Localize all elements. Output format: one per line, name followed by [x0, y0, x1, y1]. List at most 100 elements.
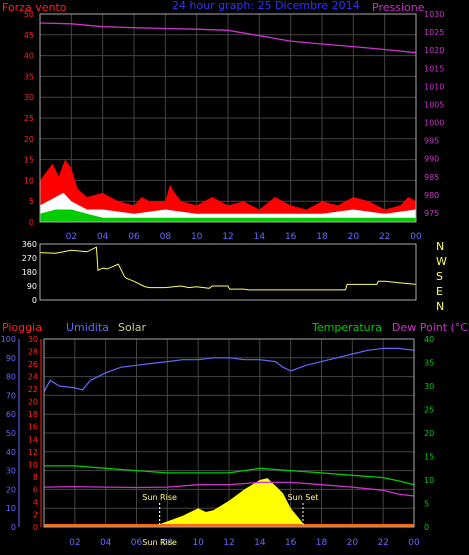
x-tick-label: 16 [285, 232, 297, 242]
compass-label: E [436, 285, 443, 298]
x-tick-label: 00 [410, 232, 422, 242]
temperature-tick-label: 20 [424, 429, 434, 438]
rain-tick-label: 26 [28, 360, 38, 369]
x-tick-label: 02 [66, 232, 77, 242]
y-right-tick-label: 990 [424, 155, 439, 164]
humidity-tick-label: 100 [1, 335, 16, 344]
humidity-tick-label: 30 [6, 467, 16, 476]
dew-point-line [43, 481, 415, 497]
rain-tick-label: 18 [28, 410, 38, 419]
x-tick-label: 12 [223, 538, 234, 548]
y-left-tick-label: 30 [24, 93, 34, 102]
x-tick-label: 18 [316, 538, 328, 548]
panel-frame [43, 338, 415, 528]
rain-tick-label: 30 [28, 335, 38, 344]
y-right-tick-label: 1000 [424, 119, 444, 128]
x-tick-label: 04 [100, 538, 112, 548]
x-tick-label: 18 [316, 232, 328, 242]
wind-average-area [40, 209, 416, 222]
y-right-tick-label: 1020 [424, 46, 444, 55]
x-tick-label: 00 [408, 538, 420, 548]
y-left-tick-label: 50 [24, 10, 34, 19]
compass-label: W [436, 255, 447, 268]
rain-tick-label: 10 [28, 460, 38, 469]
y-left-tick-label: 10 [24, 176, 34, 185]
humidity-temperature-panel: 02 04 06 08 10 12 14 16 18 20 22 000102030405060708… [1, 335, 434, 548]
y-right-tick-label: 995 [424, 137, 439, 146]
x-tick-label: 20 [348, 232, 360, 242]
humidity-tick-label: 70 [6, 391, 16, 400]
humidity-line [43, 347, 415, 392]
y-right-tick-label: 1025 [424, 28, 444, 37]
y-right-tick-label: 985 [424, 173, 439, 182]
solar-area [44, 478, 414, 527]
humidity-tick-label: 0 [11, 523, 16, 532]
rain-tick-label: 24 [28, 373, 38, 382]
y-left-tick-label: 0 [29, 218, 34, 227]
y-right-tick-label: 1030 [424, 10, 444, 19]
rain-tick-label: 20 [28, 398, 38, 407]
legend-humidity: Umidita [66, 321, 109, 334]
direction-tick-label: 0 [32, 296, 37, 305]
sun-annotation: Sun Set [288, 493, 319, 502]
y-right-tick-label: 980 [424, 191, 439, 200]
rain-tick-label: 4 [33, 498, 38, 507]
chart-title: 24 hour graph: 25 Dicembre 2014 [172, 0, 360, 12]
y-left-tick-label: 5 [29, 197, 34, 206]
x-tick-label: 04 [97, 232, 109, 242]
wind-gust-area [40, 159, 416, 222]
wind-speed-area [40, 192, 416, 222]
rain-tick-label: 8 [33, 473, 38, 482]
y-right-tick-label: 1005 [424, 100, 444, 109]
y-left-tick-label: 20 [24, 135, 34, 144]
legend-temperature: Temperatura [311, 321, 382, 334]
temperature-tick-label: 0 [424, 523, 429, 532]
y-right-tick-label: 1010 [424, 82, 444, 91]
y-left-tick-label: 25 [24, 114, 34, 123]
legend-dew-point: Dew Point (°C) [392, 321, 469, 334]
x-tick-label: 10 [191, 232, 203, 242]
y-left-tick-label: 40 [24, 52, 34, 61]
rain-tick-label: 16 [28, 423, 38, 432]
y-right-tick-label: 1015 [424, 64, 444, 73]
sun-annotation: Sun Rise [142, 538, 177, 547]
temperature-line [44, 465, 415, 486]
rain-baseline [44, 524, 414, 527]
humidity-tick-label: 20 [6, 485, 16, 494]
x-tick-label: 12 [222, 232, 233, 242]
temperature-tick-label: 25 [424, 406, 434, 415]
x-tick-label: 22 [379, 232, 390, 242]
wind-direction-line [39, 246, 417, 291]
x-tick-label: 14 [254, 538, 266, 548]
x-tick-label: 14 [254, 232, 266, 242]
direction-tick-label: 360 [22, 240, 37, 249]
compass-label: N [436, 300, 444, 313]
x-tick-label: 08 [160, 232, 172, 242]
x-tick-label: 08 [162, 538, 174, 548]
temperature-tick-label: 5 [424, 500, 429, 509]
rain-tick-label: 0 [33, 523, 38, 532]
x-tick-label: 16 [285, 538, 297, 548]
wind-axis-title: Forza vento [2, 1, 67, 14]
direction-tick-label: 90 [27, 282, 37, 291]
pressure-line [39, 22, 417, 54]
rain-tick-label: 14 [28, 435, 38, 444]
direction-tick-label: 270 [22, 254, 37, 263]
y-left-tick-label: 35 [24, 72, 34, 81]
humidity-tick-label: 10 [6, 504, 16, 513]
x-tick-label: 10 [192, 538, 204, 548]
legend-rain: Pioggia [2, 321, 42, 334]
rain-tick-label: 22 [28, 385, 38, 394]
humidity-tick-label: 40 [6, 448, 16, 457]
humidity-tick-label: 90 [6, 354, 16, 363]
legend-solar: Solar [118, 321, 147, 334]
panel-frame [39, 243, 417, 301]
sun-annotation: Sun Rise [142, 493, 177, 502]
panel-frame [39, 13, 417, 223]
y-left-tick-label: 15 [24, 156, 34, 165]
direction-tick-label: 180 [22, 268, 37, 277]
x-tick-label: 22 [377, 538, 388, 548]
temperature-tick-label: 15 [424, 453, 434, 462]
